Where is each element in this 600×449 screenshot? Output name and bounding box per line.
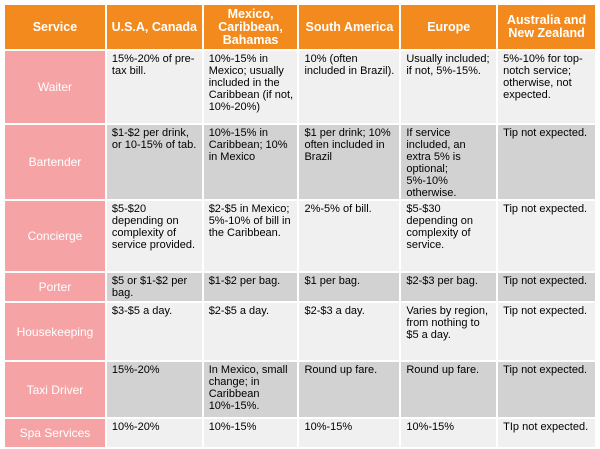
cell-south-america: 10%-15% bbox=[299, 419, 400, 447]
row-spa-services: Spa Services 10%-20% 10%-15% 10%-15% 10%… bbox=[5, 419, 595, 447]
row-housekeeping: Housekeeping $3-$5 a day. $2-$5 a day. $… bbox=[5, 303, 595, 360]
tipping-table: Service U.S.A, Canada Mexico, Caribbean,… bbox=[3, 3, 597, 449]
row-porter: Porter $5 or $1-$2 per bag. $1-$2 per ba… bbox=[5, 273, 595, 301]
cell-australia-nz: Tip not expected. bbox=[498, 362, 595, 417]
cell-mexico-caribbean: In Mexico, small change; in Caribbean 10… bbox=[203, 362, 298, 417]
cell-europe: If service included, an extra 5% is opti… bbox=[401, 125, 497, 199]
tipping-guide: Service U.S.A, Canada Mexico, Caribbean,… bbox=[3, 3, 597, 449]
cell-mexico-caribbean: $1-$2 per bag. bbox=[203, 273, 298, 301]
cell-usa-canada: 10%-20% bbox=[106, 419, 202, 447]
cell-usa-canada: $3-$5 a day. bbox=[106, 303, 202, 360]
row-bartender: Bartender $1-$2 per drink, or 10-15% of … bbox=[5, 125, 595, 199]
header-service: Service bbox=[5, 5, 105, 49]
cell-south-america: Round up fare. bbox=[299, 362, 400, 417]
cell-mexico-caribbean: $2-$5 in Mexico; 5%-10% of bill in the C… bbox=[203, 201, 298, 271]
header-europe: Europe bbox=[401, 5, 497, 49]
header-south-america: South America bbox=[299, 5, 400, 49]
cell-south-america: 2%-5% of bill. bbox=[299, 201, 400, 271]
header-australia-new-zealand: Australia and New Zealand bbox=[498, 5, 595, 49]
cell-usa-canada: 15%-20% of pre-tax bill. bbox=[106, 51, 202, 123]
service-label: Porter bbox=[5, 273, 105, 301]
cell-mexico-caribbean: 10%-15% bbox=[203, 419, 298, 447]
cell-europe: 10%-15% bbox=[401, 419, 497, 447]
header-row: Service U.S.A, Canada Mexico, Caribbean,… bbox=[5, 5, 595, 49]
cell-mexico-caribbean: 10%-15% in Caribbean; 10% in Mexico bbox=[203, 125, 298, 199]
cell-usa-canada: $5 or $1-$2 per bag. bbox=[106, 273, 202, 301]
header-mexico-caribbean-bahamas: Mexico, Caribbean, Bahamas bbox=[203, 5, 298, 49]
cell-australia-nz: Tip not expected. bbox=[498, 273, 595, 301]
cell-usa-canada: 15%-20% bbox=[106, 362, 202, 417]
row-waiter: Waiter 15%-20% of pre-tax bill. 10%-15% … bbox=[5, 51, 595, 123]
service-label: Taxi Driver bbox=[5, 362, 105, 417]
cell-australia-nz: TIp not expected. bbox=[498, 419, 595, 447]
row-concierge: Concierge $5-$20 depending on complexity… bbox=[5, 201, 595, 271]
cell-australia-nz: 5%-10% for top-notch service; otherwise,… bbox=[498, 51, 595, 123]
cell-europe: $5-$30 depending on complexity of servic… bbox=[401, 201, 497, 271]
cell-south-america: $1 per drink; 10% often included in Braz… bbox=[299, 125, 400, 199]
cell-europe: $2-$3 per bag. bbox=[401, 273, 497, 301]
cell-europe: Usually included; if not, 5%-15%. bbox=[401, 51, 497, 123]
cell-australia-nz: Tip not expected. bbox=[498, 201, 595, 271]
cell-usa-canada: $1-$2 per drink, or 10-15% of tab. bbox=[106, 125, 202, 199]
cell-mexico-caribbean: $2-$5 a day. bbox=[203, 303, 298, 360]
cell-south-america: $2-$3 a day. bbox=[299, 303, 400, 360]
cell-usa-canada: $5-$20 depending on complexity of servic… bbox=[106, 201, 202, 271]
service-label: Spa Services bbox=[5, 419, 105, 447]
row-taxi-driver: Taxi Driver 15%-20% In Mexico, small cha… bbox=[5, 362, 595, 417]
cell-australia-nz: Tip not expected. bbox=[498, 125, 595, 199]
cell-south-america: $1 per bag. bbox=[299, 273, 400, 301]
service-label: Waiter bbox=[5, 51, 105, 123]
cell-europe: Round up fare. bbox=[401, 362, 497, 417]
cell-australia-nz: Tip not expected. bbox=[498, 303, 595, 360]
service-label: Bartender bbox=[5, 125, 105, 199]
cell-south-america: 10% (often included in Brazil). bbox=[299, 51, 400, 123]
service-label: Concierge bbox=[5, 201, 105, 271]
cell-europe: Varies by region, from nothing to $5 a d… bbox=[401, 303, 497, 360]
service-label: Housekeeping bbox=[5, 303, 105, 360]
header-usa-canada: U.S.A, Canada bbox=[106, 5, 202, 49]
cell-mexico-caribbean: 10%-15% in Mexico; usually included in t… bbox=[203, 51, 298, 123]
